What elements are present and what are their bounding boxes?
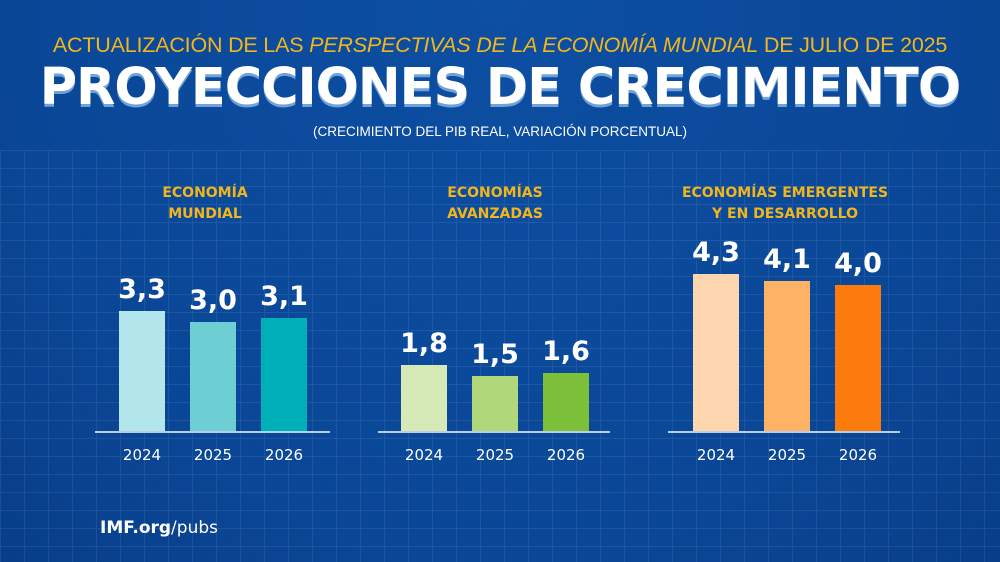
page-title: PROYECCIONES DE CRECIMIENTO — [39, 58, 961, 117]
bar — [401, 365, 447, 431]
x-tick-label: 2026 — [264, 446, 304, 464]
x-tick-label: 2026 — [546, 446, 586, 464]
bar — [261, 317, 307, 431]
bar — [472, 376, 518, 431]
panel-title-line: ECONOMÍAS EMERGENTES — [681, 185, 889, 201]
panel-title: ECONOMÍAS AVANZADAS — [345, 183, 645, 225]
kicker-pre: ACTUALIZACIÓN DE LAS — [52, 33, 310, 57]
data-label: 4,3 — [692, 237, 740, 269]
panel-title: ECONOMÍA MUNDIAL — [55, 183, 355, 225]
x-axis-line — [378, 431, 610, 433]
x-tick-label: 2025 — [193, 446, 233, 464]
x-axis-line — [668, 431, 900, 433]
panel-title-line: ECONOMÍAS — [447, 185, 543, 201]
x-tick-label: 2025 — [767, 446, 807, 464]
bar — [543, 372, 589, 431]
data-label: 3,3 — [118, 273, 166, 305]
panel-title-line: Y EN DESARROLLO — [712, 206, 858, 222]
bar — [764, 281, 810, 431]
data-label: 4,0 — [834, 248, 882, 279]
background-grid — [0, 150, 1000, 562]
x-tick-label: 2024 — [404, 446, 444, 464]
data-label: 1,5 — [471, 339, 519, 371]
footer-link[interactable]: IMF.org/pubs — [100, 518, 218, 538]
data-label: 3,0 — [189, 284, 237, 316]
panel-title-line: AVANZADAS — [447, 206, 543, 222]
panel-title: ECONOMÍAS EMERGENTES Y EN DESARROLLO — [635, 183, 935, 225]
data-label: 3,1 — [260, 280, 308, 312]
x-tick-label: 2024 — [122, 446, 162, 464]
panel-title-line: MUNDIAL — [168, 206, 242, 222]
kicker-post: DE JULIO DE 2025 — [758, 33, 948, 57]
data-label: 1,8 — [400, 328, 448, 360]
data-label: 4,1 — [763, 244, 811, 276]
bar — [119, 310, 165, 431]
bar — [835, 285, 881, 431]
kicker: ACTUALIZACIÓN DE LAS PERSPECTIVAS DE LA … — [0, 33, 1000, 58]
data-label: 1,6 — [542, 335, 590, 367]
x-tick-label: 2026 — [838, 446, 878, 464]
panel-title-line: ECONOMÍA — [162, 185, 248, 201]
kicker-italic: PERSPECTIVAS DE LA ECONOMÍA MUNDIAL — [309, 33, 759, 57]
x-tick-label: 2024 — [696, 446, 736, 464]
x-axis-line — [95, 431, 330, 433]
bar — [190, 321, 236, 431]
footer-rest: /pubs — [171, 518, 218, 538]
footer-bold: IMF.org — [100, 518, 172, 538]
bar — [693, 274, 739, 431]
subtitle: (CRECIMIENTO DEL PIB REAL, VARIACIÓN POR… — [312, 124, 688, 139]
x-tick-label: 2025 — [475, 446, 515, 464]
